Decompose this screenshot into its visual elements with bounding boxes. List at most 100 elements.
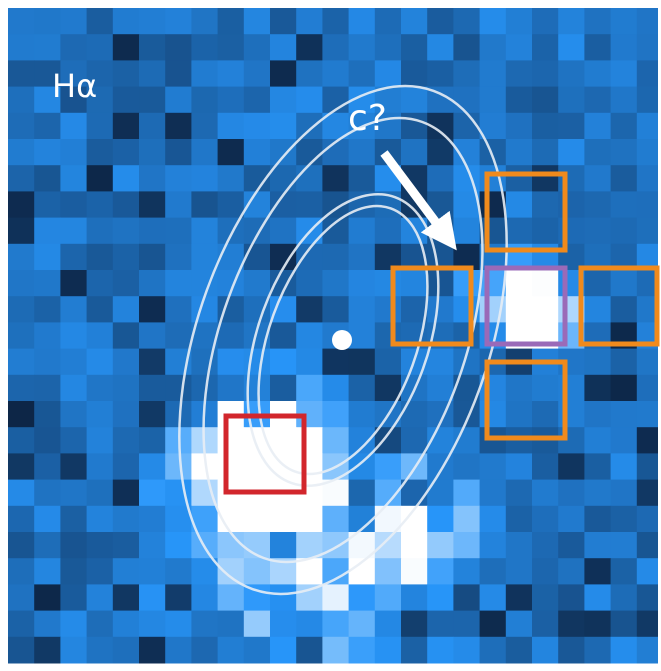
pixel bbox=[139, 165, 166, 192]
pixel bbox=[218, 532, 245, 559]
pixel bbox=[558, 375, 585, 402]
pixel bbox=[506, 165, 533, 192]
pixel bbox=[34, 506, 61, 533]
pixel bbox=[270, 113, 297, 140]
pixel bbox=[8, 8, 35, 35]
pixel bbox=[270, 584, 297, 611]
pixel bbox=[401, 558, 428, 585]
pixel bbox=[60, 113, 87, 140]
pixel bbox=[139, 532, 166, 559]
pixel bbox=[244, 8, 271, 35]
pixel bbox=[34, 113, 61, 140]
pixel bbox=[87, 322, 114, 349]
pixel bbox=[375, 296, 402, 323]
pixel bbox=[427, 375, 454, 402]
pixel bbox=[637, 611, 661, 638]
pixel bbox=[532, 532, 559, 559]
pixel bbox=[558, 637, 585, 664]
pixel bbox=[296, 637, 323, 664]
pixel bbox=[401, 270, 428, 297]
pixel bbox=[8, 165, 35, 192]
pixel bbox=[558, 558, 585, 585]
pixel bbox=[113, 165, 140, 192]
pixel bbox=[637, 480, 661, 507]
pixel bbox=[191, 165, 218, 192]
pixel bbox=[584, 506, 611, 533]
pixel bbox=[532, 270, 559, 297]
pixel bbox=[611, 637, 638, 664]
pixel bbox=[427, 270, 454, 297]
pixel bbox=[637, 113, 661, 140]
pixel bbox=[60, 244, 87, 271]
pixel bbox=[584, 532, 611, 559]
page: Hα c? (() => { const data = JSON.parse(d… bbox=[0, 0, 661, 671]
pixel bbox=[60, 191, 87, 218]
pixel bbox=[401, 60, 428, 87]
pixel bbox=[60, 584, 87, 611]
pixel bbox=[349, 270, 376, 297]
pixel bbox=[270, 34, 297, 61]
pixel bbox=[113, 218, 140, 245]
pixel bbox=[506, 401, 533, 428]
pixel bbox=[270, 453, 297, 480]
pixel bbox=[270, 349, 297, 376]
pixel bbox=[584, 296, 611, 323]
pixel bbox=[584, 165, 611, 192]
pixel bbox=[349, 349, 376, 376]
pixel bbox=[113, 611, 140, 638]
pixel bbox=[453, 637, 480, 664]
pixel bbox=[401, 427, 428, 454]
pixel bbox=[218, 8, 245, 35]
pixel bbox=[218, 558, 245, 585]
pixel bbox=[113, 113, 140, 140]
pixel bbox=[558, 480, 585, 507]
pixel bbox=[322, 60, 349, 87]
pixel bbox=[113, 296, 140, 323]
pixel bbox=[87, 506, 114, 533]
pixel bbox=[611, 113, 638, 140]
pixel bbox=[165, 270, 192, 297]
band-label: Hα bbox=[52, 67, 97, 105]
pixel bbox=[611, 611, 638, 638]
pixel bbox=[218, 611, 245, 638]
pixel bbox=[218, 349, 245, 376]
pixel bbox=[60, 218, 87, 245]
pixel bbox=[60, 532, 87, 559]
pixel bbox=[532, 191, 559, 218]
pixel bbox=[218, 453, 245, 480]
pixel bbox=[244, 34, 271, 61]
pixel bbox=[34, 322, 61, 349]
pixel bbox=[349, 480, 376, 507]
pixel bbox=[139, 375, 166, 402]
pixel bbox=[244, 113, 271, 140]
pixel bbox=[558, 427, 585, 454]
pixel bbox=[244, 611, 271, 638]
pixel bbox=[453, 218, 480, 245]
pixel bbox=[506, 611, 533, 638]
pixel bbox=[506, 34, 533, 61]
pixel bbox=[34, 270, 61, 297]
pixel bbox=[139, 270, 166, 297]
pixel bbox=[87, 532, 114, 559]
pixel bbox=[270, 87, 297, 114]
pixel bbox=[375, 532, 402, 559]
pixel bbox=[637, 532, 661, 559]
pixel bbox=[532, 375, 559, 402]
pixel bbox=[270, 322, 297, 349]
pixel bbox=[349, 165, 376, 192]
pixel bbox=[296, 270, 323, 297]
pixel bbox=[401, 87, 428, 114]
pixel bbox=[506, 60, 533, 87]
pixel bbox=[506, 637, 533, 664]
pixel bbox=[427, 637, 454, 664]
pixel bbox=[375, 427, 402, 454]
pixel bbox=[322, 296, 349, 323]
pixel bbox=[558, 34, 585, 61]
pixel bbox=[218, 34, 245, 61]
pixel bbox=[584, 453, 611, 480]
pixel bbox=[427, 611, 454, 638]
pixel bbox=[611, 34, 638, 61]
pixel bbox=[87, 611, 114, 638]
pixel bbox=[611, 506, 638, 533]
pixel bbox=[8, 349, 35, 376]
